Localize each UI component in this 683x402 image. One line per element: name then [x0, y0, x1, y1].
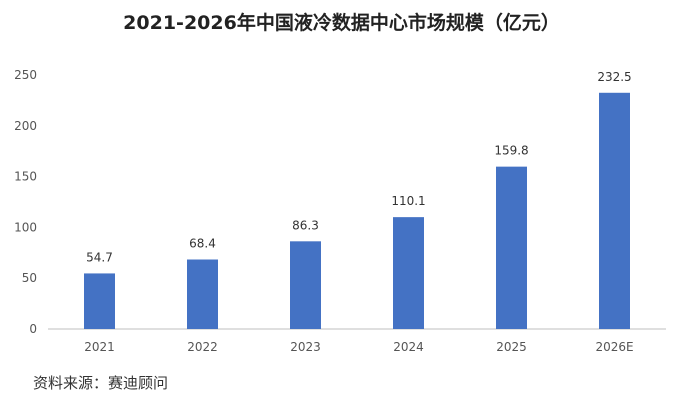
y-tick-label: 100 — [14, 220, 37, 234]
data-label: 68.4 — [189, 237, 216, 251]
data-label: 54.7 — [86, 250, 113, 264]
data-label: 232.5 — [597, 70, 631, 84]
y-axis-ticks: 0 50 100 150 200 250 — [14, 68, 37, 336]
bar — [187, 259, 218, 329]
bars — [84, 92, 630, 329]
bar — [393, 217, 424, 329]
y-tick-label: 50 — [22, 271, 37, 285]
data-labels: 54.7 68.4 86.3 110.1 159.8 232.5 — [86, 70, 632, 265]
x-tick-label: 2026E — [595, 340, 633, 354]
data-label: 86.3 — [292, 218, 319, 232]
bar — [84, 273, 115, 329]
x-tick-label: 2021 — [84, 340, 115, 354]
y-tick-label: 150 — [14, 170, 37, 184]
x-tick-label: 2023 — [290, 340, 321, 354]
x-axis-ticks: 2021 2022 2023 2024 2025 2026E — [84, 340, 633, 354]
bar — [290, 241, 321, 329]
x-tick-label: 2024 — [393, 340, 424, 354]
bar — [496, 166, 527, 329]
x-tick-label: 2025 — [496, 340, 527, 354]
bar — [599, 92, 630, 329]
y-tick-label: 200 — [14, 119, 37, 133]
data-label: 159.8 — [494, 144, 528, 158]
chart-title: 2021-2026年中国液冷数据中心市场规模（亿元） — [123, 12, 560, 34]
data-label: 110.1 — [391, 194, 425, 208]
source-note: 资料来源：赛迪顾问 — [33, 374, 169, 392]
x-tick-label: 2022 — [187, 340, 218, 354]
y-tick-label: 0 — [29, 322, 37, 336]
y-tick-label: 250 — [14, 68, 37, 82]
